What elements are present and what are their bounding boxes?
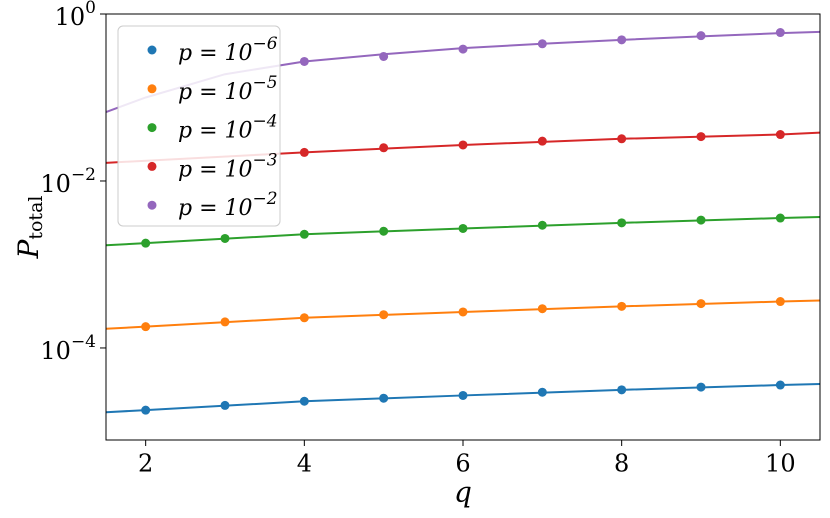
point xyxy=(220,317,230,327)
legend-marker xyxy=(147,123,157,133)
point xyxy=(775,28,785,38)
legend-marker xyxy=(147,200,157,210)
point xyxy=(537,387,547,397)
plot-area xyxy=(106,28,820,415)
legend-label-base: p = 10 xyxy=(178,41,253,66)
point xyxy=(617,385,627,395)
y-tick-label-base: 10 xyxy=(40,336,71,364)
legend-label: p = 10−2 xyxy=(178,189,278,222)
legend-marker xyxy=(147,45,157,55)
point xyxy=(220,233,230,243)
point xyxy=(537,136,547,146)
y-label-base: P xyxy=(12,238,45,259)
legend-label: p = 10−6 xyxy=(178,34,278,67)
legend-label-exponent: −5 xyxy=(253,72,278,92)
point xyxy=(775,297,785,307)
point xyxy=(617,218,627,228)
point xyxy=(299,56,309,66)
point xyxy=(379,143,389,153)
point xyxy=(458,307,468,317)
point xyxy=(775,380,785,390)
point xyxy=(379,51,389,61)
point xyxy=(141,238,151,248)
legend-label-base: p = 10 xyxy=(178,157,253,182)
legend-label-exponent: −4 xyxy=(253,111,278,131)
point xyxy=(220,400,230,410)
y-tick-label-base: 10 xyxy=(55,3,86,31)
point xyxy=(617,301,627,311)
y-tick-label: 10−2 xyxy=(40,164,96,197)
x-tick-label: 2 xyxy=(138,450,153,478)
legend-label: p = 10−3 xyxy=(178,150,278,183)
point xyxy=(537,304,547,314)
point xyxy=(299,313,309,323)
point xyxy=(775,130,785,140)
y-tick-label-exponent: −4 xyxy=(71,331,96,351)
legend-label-base: p = 10 xyxy=(178,196,253,221)
point xyxy=(379,226,389,236)
legend: p = 10−6p = 10−5p = 10−4p = 10−3p = 10−2 xyxy=(117,25,281,227)
point xyxy=(458,390,468,400)
y-tick-label-exponent: 0 xyxy=(85,0,96,18)
point xyxy=(458,44,468,54)
point xyxy=(458,223,468,233)
point xyxy=(696,382,706,392)
legend-label-base: p = 10 xyxy=(178,119,253,144)
y-tick-label: 10−4 xyxy=(40,331,96,364)
point xyxy=(617,35,627,45)
point xyxy=(617,134,627,144)
point xyxy=(696,215,706,225)
point xyxy=(141,405,151,415)
point xyxy=(379,393,389,403)
y-tick-label-base: 10 xyxy=(40,169,71,197)
y-tick-label: 100 xyxy=(55,0,96,31)
x-tick-label: 8 xyxy=(614,450,629,478)
legend-marker xyxy=(147,84,157,94)
x-axis-label: q xyxy=(454,476,472,509)
point xyxy=(537,220,547,230)
point xyxy=(299,396,309,406)
legend-label: p = 10−4 xyxy=(178,111,278,144)
point xyxy=(379,310,389,320)
point xyxy=(696,31,706,41)
point xyxy=(775,213,785,223)
x-tick-label: 6 xyxy=(455,450,470,478)
x-tick-label: 4 xyxy=(297,450,312,478)
x-tick-label: 10 xyxy=(765,450,796,478)
point xyxy=(141,322,151,332)
legend-label-exponent: −3 xyxy=(253,150,278,170)
legend-label-exponent: −6 xyxy=(253,34,278,54)
legend-marker xyxy=(147,161,157,171)
point xyxy=(458,140,468,150)
point xyxy=(696,132,706,142)
legend-label-exponent: −2 xyxy=(253,189,278,209)
point xyxy=(299,147,309,157)
y-tick-label-exponent: −2 xyxy=(71,164,96,184)
point xyxy=(537,39,547,49)
legend-label: p = 10−5 xyxy=(178,72,278,105)
point xyxy=(696,299,706,309)
y-label-subscript: total xyxy=(25,196,47,240)
y-axis-label: Ptotal xyxy=(12,196,48,260)
point xyxy=(299,229,309,239)
legend-box xyxy=(117,25,281,227)
legend-label-base: p = 10 xyxy=(178,80,253,105)
